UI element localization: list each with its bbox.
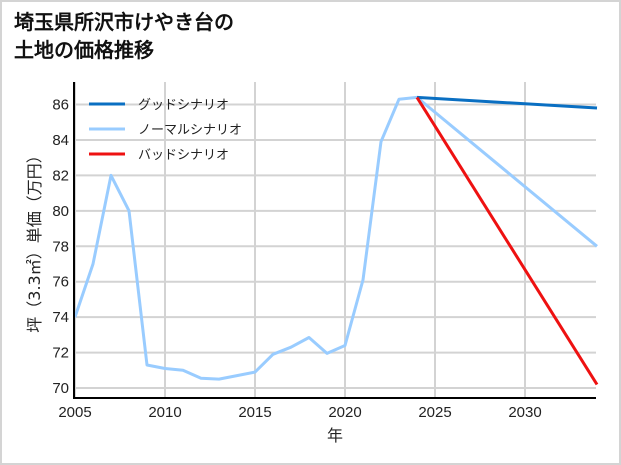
series-line-normal [73, 95, 598, 381]
y-tick-label: 80 [52, 203, 69, 220]
legend-label-bad: バッドシナリオ [138, 148, 229, 163]
y-axis-label: 坪（3.3㎡）単価（万円） [25, 147, 44, 332]
x-tick-label: 2015 [238, 404, 271, 421]
chart-title-line-1: 埼玉県所沢市けやき台の [14, 10, 234, 34]
y-tick-label: 78 [52, 238, 69, 255]
series-line-bad [415, 96, 599, 386]
x-axis-label: 年 [327, 426, 343, 445]
legend-label-normal: ノーマルシナリオ [138, 123, 242, 138]
y-tick-label: 72 [52, 345, 69, 362]
chart-title: 埼玉県所沢市けやき台の 土地の価格推移 [14, 8, 234, 64]
axes [73, 82, 596, 399]
y-tick-label: 86 [52, 97, 69, 114]
series-line-good [416, 95, 598, 110]
x-axis-ticks: 2005 2010 2015 2020 2025 2030 [58, 404, 541, 421]
y-tick-label: 84 [52, 132, 69, 149]
x-tick-label: 2010 [148, 404, 181, 421]
legend-label-good: グッドシナリオ [138, 98, 229, 113]
x-tick-label: 2025 [418, 404, 451, 421]
x-tick-label: 2020 [328, 404, 361, 421]
y-axis-ticks: 70 72 74 76 78 80 82 84 86 [52, 97, 69, 398]
y-tick-label: 82 [52, 167, 69, 184]
series-lines [73, 95, 599, 386]
x-tick-label: 2030 [508, 404, 541, 421]
y-tick-label: 70 [52, 380, 69, 397]
y-tick-label: 76 [52, 274, 69, 291]
chart-title-line-2: 土地の価格推移 [14, 38, 154, 62]
x-tick-label: 2005 [58, 404, 91, 421]
y-tick-label: 74 [52, 309, 69, 326]
